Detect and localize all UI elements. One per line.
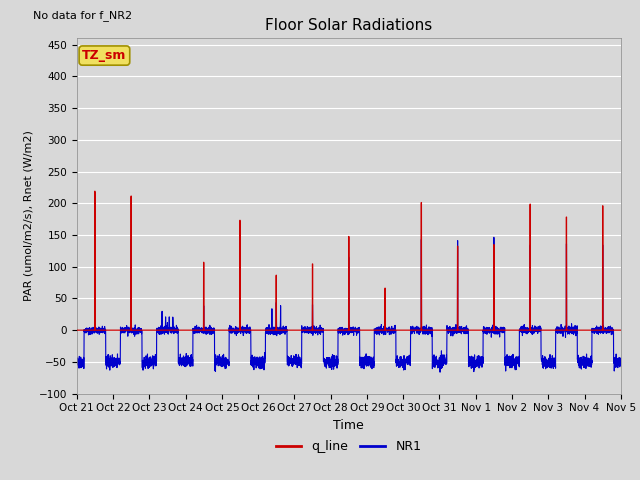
Title: Floor Solar Radiations: Floor Solar Radiations <box>265 18 433 33</box>
NR1 <box>617 361 625 367</box>
NR1 <box>616 359 624 364</box>
NR1 <box>73 358 81 363</box>
q_line <box>171 327 179 333</box>
Text: No data for f_NR2: No data for f_NR2 <box>33 10 132 21</box>
Y-axis label: PAR (umol/m2/s), Rnet (W/m2): PAR (umol/m2/s), Rnet (W/m2) <box>23 131 33 301</box>
NR1 <box>471 359 479 365</box>
Line: q_line: q_line <box>77 191 621 330</box>
NR1 <box>490 234 498 240</box>
NR1 <box>502 368 509 374</box>
q_line <box>617 327 625 333</box>
NR1 <box>441 360 449 365</box>
q_line <box>616 327 624 333</box>
X-axis label: Time: Time <box>333 419 364 432</box>
q_line <box>441 327 449 333</box>
q_line <box>329 327 337 333</box>
Line: NR1: NR1 <box>77 237 621 372</box>
NR1 <box>328 361 336 367</box>
Legend: q_line, NR1: q_line, NR1 <box>271 435 426 458</box>
Text: TZ_sm: TZ_sm <box>82 49 127 62</box>
q_line <box>73 327 81 333</box>
q_line <box>502 327 509 333</box>
q_line <box>91 188 99 194</box>
NR1 <box>171 325 179 331</box>
NR1 <box>436 369 444 375</box>
q_line <box>471 327 479 333</box>
